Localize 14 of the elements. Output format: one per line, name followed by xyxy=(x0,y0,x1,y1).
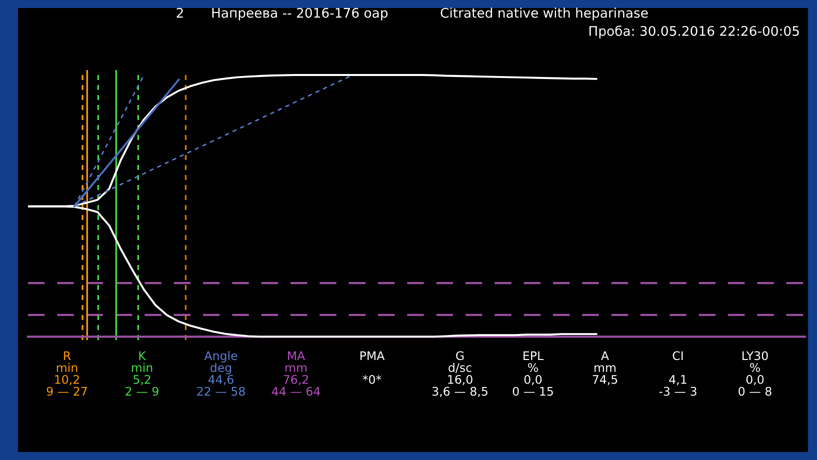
text: CI 4,1 -3 — 3 xyxy=(659,351,696,396)
text: A mm 74,5 xyxy=(592,351,618,386)
text: LY30 % 0,0 0 — 8 xyxy=(738,351,772,396)
text: MA mm 76,2 44 — 64 xyxy=(272,351,320,396)
text: 2 xyxy=(176,8,183,18)
chart-subtitle: Проба: 30.05.2016 22:26-00:05 xyxy=(590,26,799,38)
text: Напреева -- 2016-176 оар xyxy=(212,8,388,20)
text: EPL % 0,0 0 — 15 xyxy=(512,351,553,396)
text: PMA *0* xyxy=(360,351,385,384)
text: R min 10,2 9 — 27 xyxy=(46,351,87,396)
text: K min 5,2 2 — 9 xyxy=(126,351,158,396)
text: G d/sc 16,0 3,6 — 8,5 xyxy=(432,351,488,397)
text: Angle deg 44,6 22 — 58 xyxy=(197,351,245,396)
chart-title: Citrated native with heparinase xyxy=(440,8,648,20)
